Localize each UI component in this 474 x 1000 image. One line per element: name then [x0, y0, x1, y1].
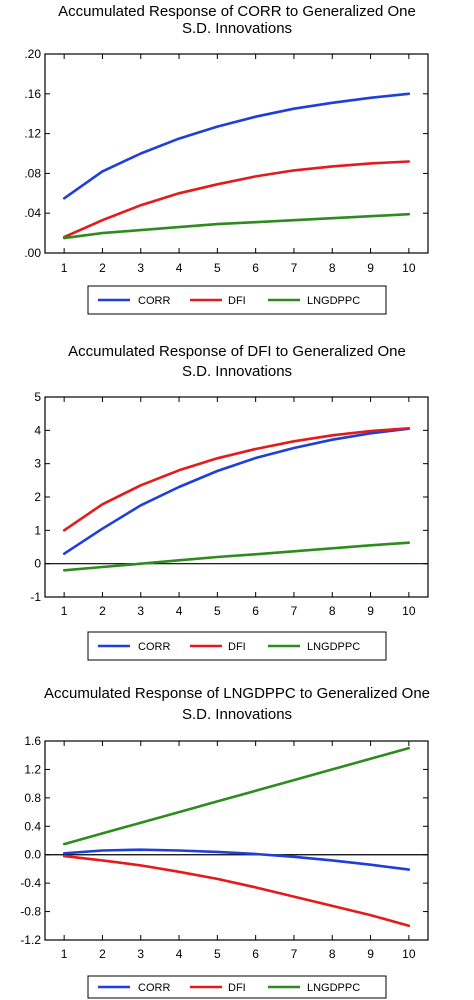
x-tick-label: 4	[176, 261, 183, 275]
x-tick-label: 9	[367, 604, 374, 618]
x-tick-label: 3	[137, 947, 144, 961]
chart-legend: CORR DFI LNGDPPC	[87, 285, 387, 315]
legend-label-dfi: DFI	[228, 295, 246, 307]
x-tick-label: 10	[402, 604, 416, 618]
y-tick-label: .04	[24, 206, 41, 220]
y-tick-label: -0.4	[20, 876, 41, 890]
x-tick-label: 2	[99, 947, 106, 961]
y-tick-label: -1.2	[20, 933, 41, 947]
legend-box	[87, 285, 387, 315]
chart-title-line-1: Accumulated Response of DFI to Generaliz…	[68, 343, 406, 360]
x-tick-label: 5	[214, 261, 221, 275]
legend-label-lngdppc: LNGDPPC	[307, 641, 360, 653]
x-tick-label: 6	[252, 947, 259, 961]
x-tick-label: 2	[99, 261, 106, 275]
y-tick-label: .00	[24, 246, 41, 260]
x-tick-label: 2	[99, 604, 106, 618]
x-tick-label: 10	[402, 261, 416, 275]
x-tick-label: 3	[137, 261, 144, 275]
series-line-lngdppc	[62, 746, 411, 846]
x-tick-label: 8	[329, 261, 336, 275]
series-line-dfi	[62, 426, 411, 532]
x-tick-label: 9	[367, 947, 374, 961]
chart-title-line-1: Accumulated Response of CORR to Generali…	[58, 3, 416, 20]
y-tick-label: 2	[34, 490, 41, 504]
x-tick-label: 1	[61, 604, 68, 618]
x-tick-label: 4	[176, 604, 183, 618]
chart-title-line-2: S.D. Innovations	[182, 706, 292, 723]
plot-frame	[44, 740, 429, 941]
x-tick-label: 9	[367, 261, 374, 275]
y-tick-label: .08	[24, 166, 41, 180]
x-tick-label: 1	[61, 947, 68, 961]
plot-frame	[44, 53, 429, 254]
y-tick-label: 4	[34, 423, 41, 437]
y-tick-label: -1	[30, 590, 41, 604]
y-tick-label: .16	[24, 87, 41, 101]
x-tick-label: 10	[402, 947, 416, 961]
x-tick-label: 6	[252, 604, 259, 618]
y-tick-label: 1	[34, 523, 41, 537]
y-tick-label: 3	[34, 457, 41, 471]
series-line-corr	[62, 92, 411, 200]
legend-label-dfi: DFI	[228, 982, 246, 994]
series-line-lngdppc	[62, 541, 411, 572]
y-tick-label: 5	[34, 390, 41, 404]
chart-legend: CORR DFI LNGDPPC	[87, 631, 387, 661]
y-tick-label: 0.0	[24, 848, 41, 862]
x-tick-label: 1	[61, 261, 68, 275]
x-tick-label: 7	[291, 604, 298, 618]
x-tick-label: 7	[291, 947, 298, 961]
legend-label-lngdppc: LNGDPPC	[307, 295, 360, 307]
y-tick-label: .20	[24, 47, 41, 61]
y-tick-label: 0.4	[24, 819, 41, 833]
y-tick-label: -0.8	[20, 905, 41, 919]
x-tick-label: 5	[214, 947, 221, 961]
legend-box	[87, 631, 387, 661]
series-line-corr	[62, 848, 411, 871]
chart-panel-3: Accumulated Response of LNGDPPC to Gener…	[20, 685, 430, 999]
legend-label-dfi: DFI	[228, 641, 246, 653]
series-line-corr	[62, 427, 411, 556]
y-tick-label: 0	[34, 557, 41, 571]
y-tick-label: 0.8	[24, 791, 41, 805]
series-line-dfi	[62, 160, 411, 239]
series-line-lngdppc	[62, 212, 411, 240]
legend-label-corr: CORR	[138, 641, 170, 653]
y-tick-label: .12	[24, 127, 41, 141]
y-tick-label: 1.2	[24, 762, 41, 776]
x-tick-label: 8	[329, 604, 336, 618]
legend-label-lngdppc: LNGDPPC	[307, 982, 360, 994]
legend-label-corr: CORR	[138, 982, 170, 994]
x-tick-label: 4	[176, 947, 183, 961]
legend-box	[87, 975, 387, 999]
chart-panel-2: Accumulated Response of DFI to Generaliz…	[30, 343, 429, 661]
chart-legend: CORR DFI LNGDPPC	[87, 975, 387, 999]
x-tick-label: 3	[137, 604, 144, 618]
x-tick-label: 7	[291, 261, 298, 275]
x-tick-label: 8	[329, 947, 336, 961]
chart-panel-1: Accumulated Response of CORR to Generali…	[24, 3, 429, 315]
x-tick-label: 6	[252, 261, 259, 275]
series-line-dfi	[62, 854, 411, 928]
chart-title-line-1: Accumulated Response of LNGDPPC to Gener…	[44, 685, 430, 702]
x-tick-label: 5	[214, 604, 221, 618]
chart-title-line-2: S.D. Innovations	[182, 20, 292, 37]
chart-title-line-2: S.D. Innovations	[182, 363, 292, 380]
legend-label-corr: CORR	[138, 295, 170, 307]
y-tick-label: 1.6	[24, 734, 41, 748]
